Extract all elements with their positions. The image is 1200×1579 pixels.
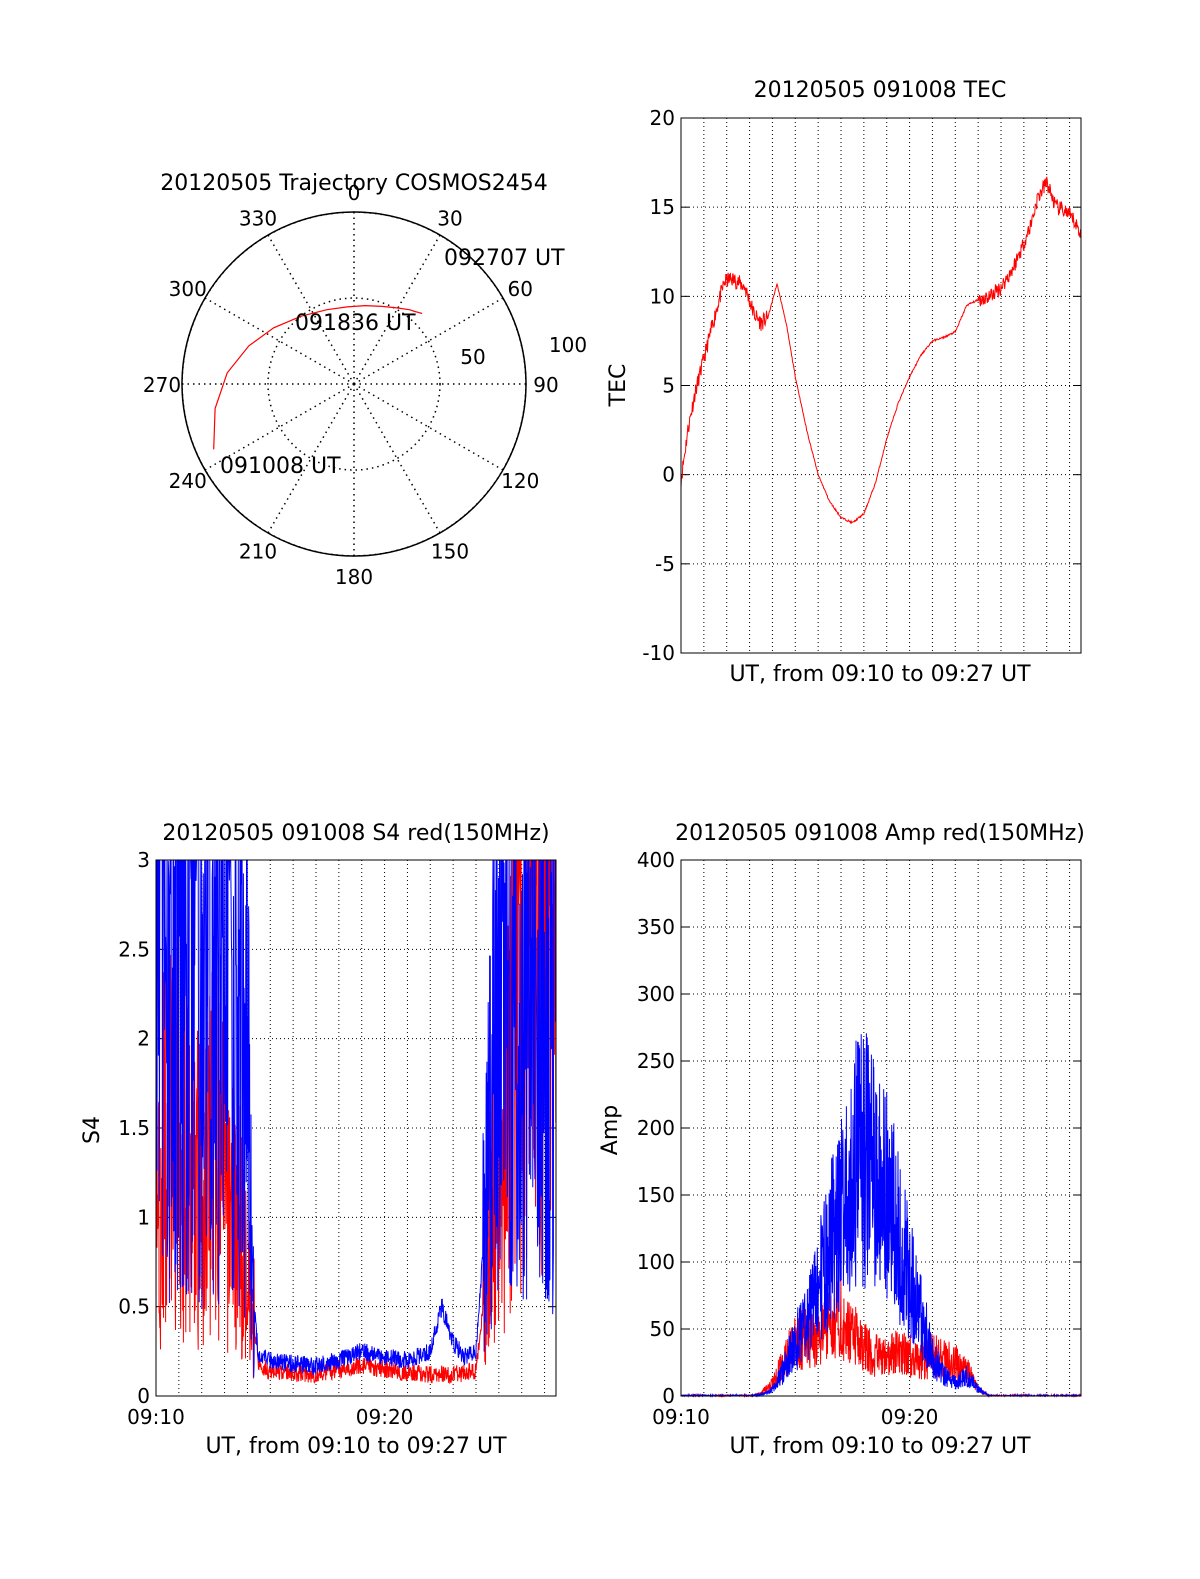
polar-angle-label: 330 xyxy=(239,207,277,231)
polar-angle-label: 0 xyxy=(348,181,361,205)
series-line-blue xyxy=(680,1033,1082,1398)
annotation-start-time: 091008 UT xyxy=(220,454,341,479)
series-line-red xyxy=(680,176,1082,525)
y-tick-label: 300 xyxy=(637,982,675,1006)
amp-series xyxy=(680,1033,1082,1398)
tec-chart: 20120505 091008 TEC -10 -5 0 5 10 15 20 UT, fr… xyxy=(606,78,1082,687)
polar-spoke-60 xyxy=(353,297,504,385)
polar-spoke-120 xyxy=(353,383,504,471)
s4-chart: 20120505 091008 S4 red(150MHz) 0 0.5 1 1.5 2… xyxy=(80,821,557,1459)
polar-angle-label: 120 xyxy=(501,469,539,493)
tec-frame xyxy=(680,117,1082,654)
polar-radius-label: 50 xyxy=(460,345,485,369)
y-tick-label: 10 xyxy=(650,284,675,308)
tec-x-label: UT, from 09:10 to 09:27 UT xyxy=(729,662,1031,687)
amp-x-ticks: 09:10 09:20 xyxy=(652,1405,938,1429)
polar-spoke-330 xyxy=(267,234,355,385)
tec-title: 20120505 091008 TEC xyxy=(754,78,1007,103)
s4-series xyxy=(155,859,557,1385)
x-tick-label: 09:10 xyxy=(127,1405,185,1429)
polar-ring-50 xyxy=(267,297,441,471)
y-tick-label: 1.5 xyxy=(118,1116,150,1140)
x-tick-label: 09:10 xyxy=(652,1405,710,1429)
polar-angle-label: 300 xyxy=(169,277,207,301)
y-tick-label: 400 xyxy=(637,848,675,872)
polar-spoke-150 xyxy=(353,383,441,534)
annotation-mid-time: 091836 UT xyxy=(295,311,416,336)
polar-title: 20120505 Trajectory COSMOS2454 xyxy=(160,171,547,196)
y-tick-label: 5 xyxy=(662,374,675,398)
y-tick-label: 0 xyxy=(662,1384,675,1408)
s4-x-ticks: 09:10 09:20 xyxy=(127,1405,413,1429)
y-tick-label: 200 xyxy=(637,1116,675,1140)
y-tick-label: 0 xyxy=(662,463,675,487)
polar-outer-ring xyxy=(181,211,527,557)
y-tick-label: 250 xyxy=(637,1049,675,1073)
tec-series xyxy=(680,176,1082,525)
s4-y-label: S4 xyxy=(80,1116,105,1144)
y-tick-label: 150 xyxy=(637,1183,675,1207)
amp-frame xyxy=(680,859,1082,1397)
amp-chart: 20120505 091008 Amp red(150MHz) 0 50 100 15… xyxy=(598,821,1085,1459)
tec-y-label: TEC xyxy=(606,364,631,408)
polar-angle-label: 150 xyxy=(431,539,469,563)
polar-angle-label: 210 xyxy=(239,539,277,563)
polar-spoke-300 xyxy=(204,297,355,385)
y-tick-label: 50 xyxy=(650,1317,675,1341)
tec-grid xyxy=(681,118,1081,653)
y-tick-label: 20 xyxy=(650,106,675,130)
x-tick-label: 09:20 xyxy=(881,1405,939,1429)
x-tick-label: 09:20 xyxy=(356,1405,414,1429)
polar-radius-label: 100 xyxy=(549,333,587,357)
polar-angle-label: 90 xyxy=(533,373,558,397)
amp-y-label: Amp xyxy=(598,1105,623,1155)
polar-angle-labels: 0 30 60 90 120 150 180 210 240 270 300 330 xyxy=(143,181,559,589)
polar-radius-labels: 50 100 xyxy=(460,333,587,369)
series-line-red xyxy=(680,1276,1082,1398)
annotation-end-time: 092707 UT xyxy=(444,246,565,271)
amp-title: 20120505 091008 Amp red(150MHz) xyxy=(675,821,1085,846)
y-tick-label: 0 xyxy=(137,1384,150,1408)
amp-x-label: UT, from 09:10 to 09:27 UT xyxy=(729,1434,1031,1459)
y-tick-label: -10 xyxy=(642,641,675,665)
polar-angle-label: 60 xyxy=(508,277,533,301)
y-tick-label: 1 xyxy=(137,1205,150,1229)
polar-angle-label: 30 xyxy=(437,207,462,231)
polar-angle-label: 180 xyxy=(335,565,373,589)
polar-spoke-240 xyxy=(204,383,355,471)
s4-x-label: UT, from 09:10 to 09:27 UT xyxy=(205,1434,507,1459)
polar-spoke-210 xyxy=(267,383,355,534)
series-line-blue xyxy=(155,859,557,1378)
amp-y-ticks: 0 50 100 150 200 250 300 350 400 xyxy=(637,848,1081,1408)
s4-frame xyxy=(155,859,557,1397)
y-tick-label: 100 xyxy=(637,1250,675,1274)
polar-spoke-30 xyxy=(353,234,441,385)
y-tick-label: -5 xyxy=(655,552,675,576)
y-tick-label: 2.5 xyxy=(118,937,150,961)
y-tick-label: 3 xyxy=(137,848,150,872)
polar-trajectory-line xyxy=(213,304,423,450)
polar-angle-label: 240 xyxy=(169,469,207,493)
s4-title: 20120505 091008 S4 red(150MHz) xyxy=(162,821,549,846)
y-tick-label: 2 xyxy=(137,1027,150,1051)
tec-y-ticks: -10 -5 0 5 10 15 20 xyxy=(642,106,1081,665)
y-tick-label: 350 xyxy=(637,915,675,939)
polar-angle-label: 270 xyxy=(143,373,181,397)
s4-y-ticks: 0 0.5 1 1.5 2 2.5 3 xyxy=(118,848,556,1408)
amp-grid xyxy=(681,860,1081,1396)
y-tick-label: 15 xyxy=(650,195,675,219)
polar-trajectory-chart: 20120505 Trajectory COSMOS2454 0 30 60 90 12… xyxy=(143,171,587,589)
y-tick-label: 0.5 xyxy=(118,1295,150,1319)
